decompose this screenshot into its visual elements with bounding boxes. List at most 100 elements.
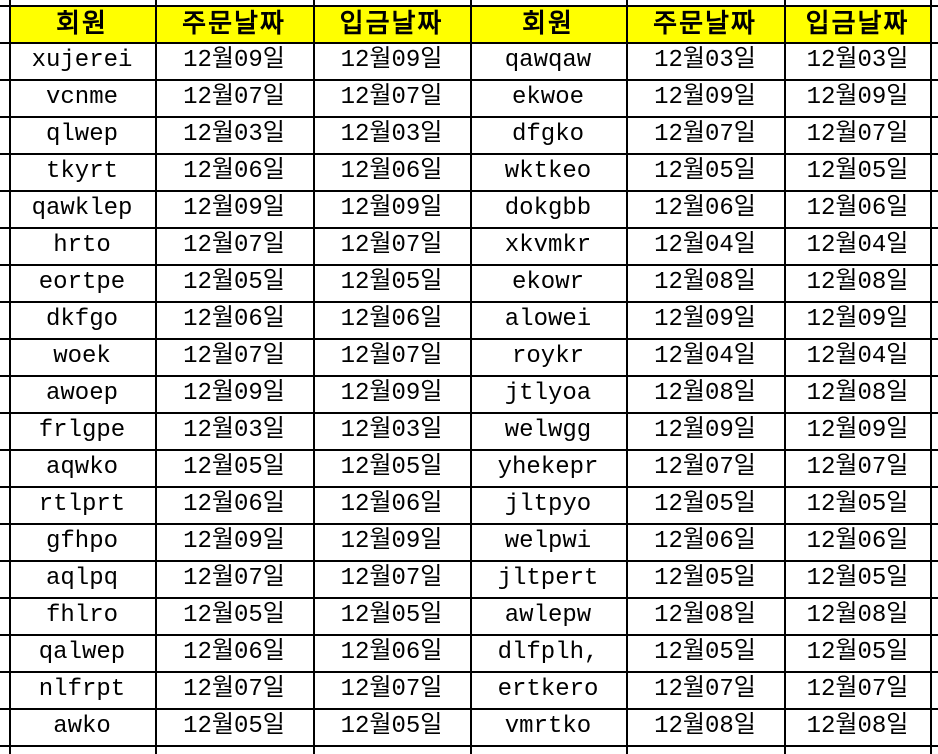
cell-deposit-date[interactable]: 12월06일 (340, 306, 443, 333)
cell-order-date[interactable]: 12월07일 (183, 84, 285, 111)
header-cell-order-date-2[interactable]: 주문날짜 (626, 5, 784, 42)
cell-order-date-2[interactable]: 12월05일 (654, 158, 756, 185)
cell-member-2[interactable]: welpwi (504, 528, 592, 555)
header-cell-deposit-date-2[interactable]: 입금날짜 (784, 5, 931, 42)
cell-order-date-2[interactable]: 12월03일 (654, 47, 756, 74)
cell-order-date-2[interactable]: 12월08일 (654, 713, 756, 740)
cell-deposit-date[interactable]: 12월09일 (340, 528, 443, 555)
header-cell-deposit-date[interactable]: 입금날짜 (313, 5, 470, 42)
cell-order-date[interactable]: 12월05일 (183, 269, 285, 296)
cell-order-date-2[interactable]: 12월04일 (654, 343, 756, 370)
cell-member-2[interactable]: yhekepr (497, 454, 599, 481)
cell-member[interactable]: woek (53, 343, 111, 370)
cell-order-date-2[interactable]: 12월09일 (654, 306, 756, 333)
cell-deposit-date-2[interactable]: 12월08일 (806, 269, 909, 296)
cell-member-2[interactable]: dokgbb (504, 195, 592, 222)
cell-deposit-date-2[interactable]: 12월09일 (806, 417, 909, 444)
cell-order-date[interactable]: 12월05일 (183, 602, 285, 629)
cell-deposit-date[interactable]: 12월09일 (340, 47, 443, 74)
cell-order-date-2[interactable]: 12월07일 (654, 676, 756, 703)
cell-deposit-date-2[interactable]: 12월08일 (806, 602, 909, 629)
cell-deposit-date[interactable]: 12월03일 (340, 417, 443, 444)
cell-deposit-date[interactable]: 12월06일 (340, 491, 443, 518)
cell-order-date[interactable]: 12월03일 (183, 121, 285, 148)
cell-order-date-2[interactable]: 12월07일 (654, 121, 756, 148)
cell-order-date[interactable]: 12월05일 (183, 713, 285, 740)
cell-member[interactable]: eortpe (38, 269, 126, 296)
cell-deposit-date[interactable]: 12월05일 (340, 454, 443, 481)
cell-order-date-2[interactable]: 12월06일 (654, 195, 756, 222)
cell-deposit-date-2[interactable]: 12월07일 (806, 121, 909, 148)
cell-order-date[interactable]: 12월06일 (183, 491, 285, 518)
cell-order-date-2[interactable]: 12월08일 (654, 269, 756, 296)
cell-member-2[interactable]: awlepw (504, 602, 592, 629)
cell-deposit-date-2[interactable]: 12월06일 (806, 528, 909, 555)
cell-order-date[interactable]: 12월06일 (183, 158, 285, 185)
cell-member[interactable]: qalwep (38, 639, 126, 666)
cell-member[interactable]: awko (53, 713, 111, 740)
cell-member[interactable]: dkfgo (45, 306, 118, 333)
cell-member-2[interactable]: jtlyoa (504, 380, 592, 407)
cell-deposit-date-2[interactable]: 12월04일 (806, 232, 909, 259)
cell-deposit-date-2[interactable]: 12월05일 (806, 639, 909, 666)
cell-order-date[interactable]: 12월07일 (183, 343, 285, 370)
cell-member-2[interactable]: ertkero (497, 676, 599, 703)
cell-order-date-2[interactable]: 12월07일 (654, 454, 756, 481)
cell-deposit-date[interactable]: 12월09일 (340, 195, 443, 222)
cell-order-date[interactable]: 12월06일 (183, 306, 285, 333)
cell-order-date-2[interactable]: 12월09일 (654, 84, 756, 111)
cell-deposit-date-2[interactable]: 12월05일 (806, 491, 909, 518)
cell-deposit-date-2[interactable]: 12월04일 (806, 343, 909, 370)
cell-deposit-date-2[interactable]: 12월08일 (806, 380, 909, 407)
cell-deposit-date[interactable]: 12월07일 (340, 232, 443, 259)
header-cell-member-2[interactable]: 회원 (470, 5, 626, 42)
cell-member-2[interactable]: qawqaw (504, 47, 592, 74)
cell-deposit-date-2[interactable]: 12월09일 (806, 84, 909, 111)
cell-order-date-2[interactable]: 12월09일 (654, 417, 756, 444)
cell-deposit-date[interactable]: 12월07일 (340, 565, 443, 592)
cell-member[interactable]: tkyrt (45, 158, 118, 185)
cell-member[interactable]: rtlprt (38, 491, 126, 518)
cell-member-2[interactable]: xkvmkr (504, 232, 592, 259)
cell-order-date-2[interactable]: 12월06일 (654, 528, 756, 555)
cell-member[interactable]: qlwep (45, 121, 118, 148)
cell-member-2[interactable]: welwgg (504, 417, 592, 444)
cell-member-2[interactable]: dfgko (511, 121, 584, 148)
cell-member[interactable]: hrto (53, 232, 111, 259)
cell-member-2[interactable]: jltpyo (504, 491, 592, 518)
cell-order-date[interactable]: 12월05일 (183, 454, 285, 481)
cell-deposit-date-2[interactable]: 12월05일 (806, 565, 909, 592)
cell-order-date[interactable]: 12월09일 (183, 195, 285, 222)
cell-order-date[interactable]: 12월09일 (183, 380, 285, 407)
cell-member[interactable]: awoep (45, 380, 118, 407)
cell-member[interactable]: xujerei (31, 47, 133, 74)
cell-member-2[interactable]: vmrtko (504, 713, 592, 740)
cell-deposit-date[interactable]: 12월07일 (340, 343, 443, 370)
cell-deposit-date-2[interactable]: 12월07일 (806, 676, 909, 703)
cell-order-date-2[interactable]: 12월05일 (654, 639, 756, 666)
cell-member-2[interactable]: dlfplh, (497, 639, 599, 666)
cell-member[interactable]: fhlro (45, 602, 118, 629)
cell-deposit-date[interactable]: 12월05일 (340, 713, 443, 740)
cell-member[interactable]: qawklep (31, 195, 133, 222)
cell-order-date[interactable]: 12월09일 (183, 47, 285, 74)
cell-member-2[interactable]: alowei (504, 306, 592, 333)
cell-order-date[interactable]: 12월03일 (183, 417, 285, 444)
cell-member-2[interactable]: ekwoe (511, 84, 584, 111)
cell-member-2[interactable]: roykr (511, 343, 584, 370)
cell-member[interactable]: nlfrpt (38, 676, 126, 703)
cell-deposit-date-2[interactable]: 12월03일 (806, 47, 909, 74)
cell-member[interactable]: vcnme (45, 84, 118, 111)
cell-member[interactable]: gfhpo (45, 528, 118, 555)
cell-deposit-date[interactable]: 12월05일 (340, 602, 443, 629)
cell-deposit-date[interactable]: 12월06일 (340, 639, 443, 666)
cell-order-date-2[interactable]: 12월08일 (654, 380, 756, 407)
cell-order-date[interactable]: 12월07일 (183, 565, 285, 592)
cell-deposit-date[interactable]: 12월07일 (340, 676, 443, 703)
cell-deposit-date-2[interactable]: 12월08일 (806, 713, 909, 740)
cell-deposit-date-2[interactable]: 12월09일 (806, 306, 909, 333)
cell-deposit-date[interactable]: 12월05일 (340, 269, 443, 296)
cell-deposit-date[interactable]: 12월09일 (340, 380, 443, 407)
cell-member-2[interactable]: ekowr (511, 269, 584, 296)
cell-order-date[interactable]: 12월07일 (183, 232, 285, 259)
